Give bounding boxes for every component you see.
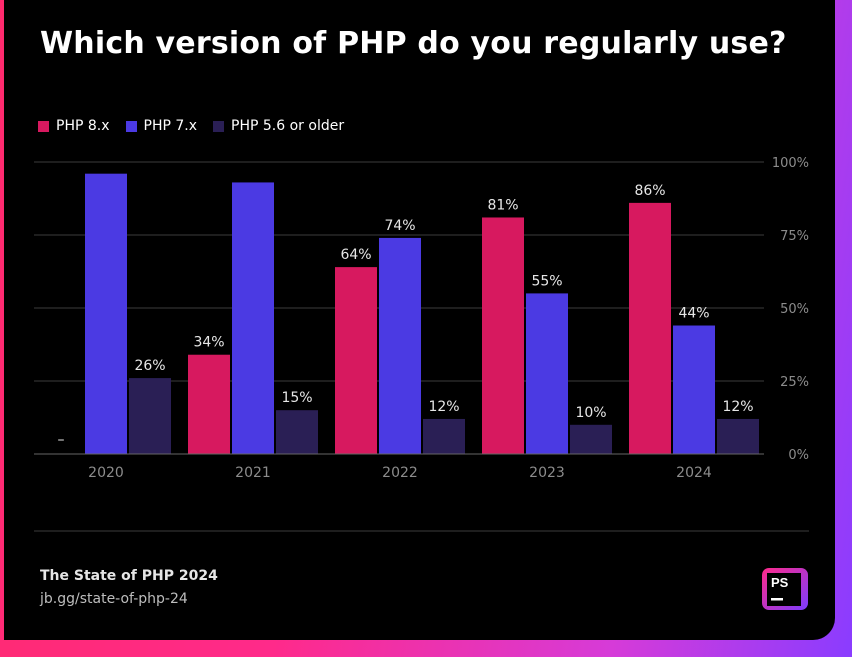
legend-label-php56: PHP 5.6 or older — [231, 118, 345, 134]
legend: PHP 8.x PHP 7.x PHP 5.6 or older — [38, 118, 344, 134]
bar — [379, 237, 421, 454]
data-label: – — [58, 432, 65, 448]
bar — [673, 325, 715, 454]
chart-card: Which version of PHP do you regularly us… — [4, 0, 835, 640]
data-label: 74% — [384, 218, 415, 234]
data-label: 44% — [678, 306, 709, 322]
data-label: 55% — [531, 273, 562, 289]
x-tick-label: 2021 — [235, 465, 271, 481]
bar — [717, 418, 759, 454]
legend-swatch-php7 — [125, 120, 137, 132]
y-tick-label: 75% — [780, 229, 809, 244]
data-label: 15% — [281, 390, 312, 406]
data-label: 81% — [487, 197, 518, 213]
data-label: 12% — [722, 399, 753, 415]
data-label: 10% — [575, 405, 606, 421]
y-tick-label: 25% — [780, 375, 809, 390]
legend-swatch-php8 — [38, 120, 49, 132]
y-tick-label: 50% — [780, 302, 809, 317]
bar — [188, 354, 230, 454]
data-label: 64% — [340, 247, 371, 263]
legend-item-php7: PHP 7.x — [125, 118, 198, 134]
data-label: 34% — [193, 335, 224, 351]
bar — [570, 424, 612, 454]
footer-title: The State of PHP 2024 — [40, 568, 218, 584]
y-tick-label: 0% — [788, 448, 809, 463]
x-tick-label: 2023 — [529, 465, 565, 481]
bar — [335, 267, 377, 454]
data-label: 26% — [134, 358, 165, 374]
bar-chart: 0%25%50%75%100%–96%26%202034%93%15%20216… — [34, 156, 809, 532]
chart-title: Which version of PHP do you regularly us… — [40, 26, 787, 61]
legend-item-php56: PHP 5.6 or older — [213, 118, 344, 134]
data-label: 86% — [634, 183, 665, 199]
bar — [232, 182, 274, 454]
bar — [85, 173, 127, 454]
bar — [276, 410, 318, 454]
data-label: 12% — [428, 399, 459, 415]
legend-swatch-php56 — [213, 120, 225, 132]
phpstorm-logo-icon: PS — [762, 568, 808, 610]
bar — [423, 418, 465, 454]
bar — [129, 378, 171, 454]
footer-link[interactable]: jb.gg/state-of-php-24 — [40, 591, 188, 607]
y-tick-label: 100% — [772, 156, 809, 171]
x-tick-label: 2022 — [382, 465, 418, 481]
x-tick-label: 2020 — [88, 465, 124, 481]
logo-text: PS — [771, 575, 789, 590]
x-tick-label: 2024 — [676, 465, 712, 481]
bar — [526, 293, 568, 454]
legend-item-php8: PHP 8.x — [38, 118, 110, 134]
legend-label-php8: PHP 8.x — [56, 118, 110, 134]
legend-label-php7: PHP 7.x — [143, 118, 198, 134]
bar — [629, 202, 671, 454]
bar — [482, 217, 524, 454]
